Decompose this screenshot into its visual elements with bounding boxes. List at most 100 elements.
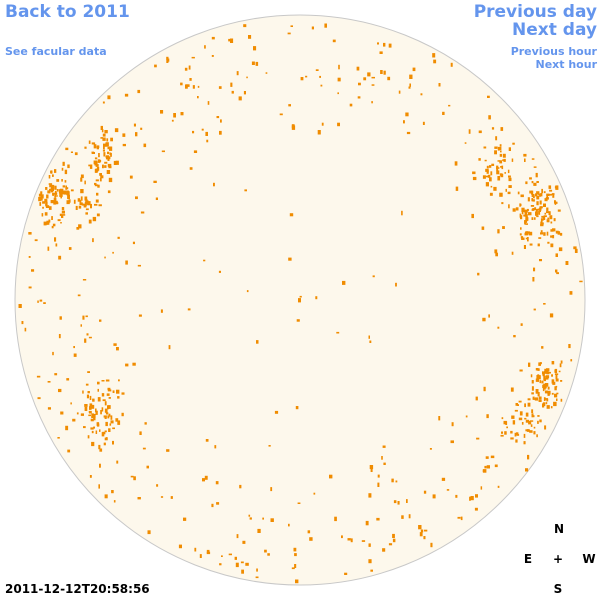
- previous-hour-link[interactable]: Previous hour: [510, 45, 597, 58]
- facula: [137, 497, 141, 500]
- facula: [60, 411, 64, 415]
- facula: [517, 191, 520, 195]
- facula: [50, 170, 53, 174]
- back-link[interactable]: Back to 2011: [5, 2, 130, 22]
- facula: [490, 171, 493, 176]
- facula: [213, 182, 215, 187]
- facula: [291, 567, 295, 570]
- facula: [133, 123, 136, 127]
- facula: [296, 319, 300, 322]
- facula: [112, 251, 114, 254]
- facula: [451, 422, 454, 427]
- facula: [497, 176, 501, 181]
- facula: [40, 198, 43, 201]
- facula: [527, 402, 531, 407]
- facula: [503, 420, 507, 425]
- facula: [482, 317, 486, 322]
- facula: [289, 213, 294, 217]
- facula: [78, 224, 82, 229]
- facula: [546, 211, 550, 214]
- facula: [472, 171, 476, 175]
- facula: [512, 420, 516, 425]
- facula: [147, 530, 151, 535]
- facula: [536, 195, 540, 200]
- facula: [121, 412, 124, 417]
- facula: [18, 304, 22, 308]
- facula: [520, 194, 524, 198]
- facula: [553, 218, 556, 222]
- facula: [525, 217, 529, 221]
- facula: [104, 494, 108, 499]
- facula: [520, 227, 522, 230]
- facula: [341, 535, 343, 539]
- facula: [102, 133, 106, 137]
- facula: [82, 315, 85, 320]
- facula: [494, 146, 498, 149]
- facula: [74, 152, 78, 156]
- facula: [510, 430, 513, 434]
- facula: [256, 568, 258, 572]
- facula: [28, 286, 32, 289]
- facula: [56, 189, 59, 192]
- next-hour-link[interactable]: Next hour: [535, 58, 598, 71]
- facula: [192, 130, 195, 134]
- facula: [93, 144, 97, 149]
- facula: [405, 112, 409, 117]
- facula: [336, 331, 340, 334]
- facula: [524, 158, 526, 162]
- facula: [504, 431, 507, 435]
- facula: [203, 259, 206, 262]
- facula: [242, 540, 246, 544]
- facula: [552, 194, 555, 198]
- facula: [536, 208, 538, 213]
- facula: [524, 220, 528, 223]
- facula: [52, 223, 56, 227]
- facula: [557, 231, 561, 235]
- facula: [372, 275, 375, 278]
- facula: [523, 441, 526, 445]
- next-day-link[interactable]: Next day: [512, 20, 597, 40]
- facula: [130, 475, 134, 478]
- facula: [523, 153, 527, 157]
- facula: [519, 369, 523, 372]
- facula: [89, 395, 92, 400]
- facula: [85, 315, 88, 318]
- facula: [549, 215, 553, 220]
- facula: [40, 191, 43, 195]
- facula: [540, 230, 543, 233]
- facula: [114, 128, 119, 133]
- facula: [532, 199, 535, 202]
- facula: [99, 463, 101, 468]
- facula: [248, 35, 252, 39]
- facula: [319, 75, 321, 78]
- facula: [91, 430, 94, 434]
- facula: [529, 190, 533, 194]
- facula: [72, 418, 76, 422]
- facula: [54, 194, 57, 198]
- facula: [539, 194, 541, 197]
- facula: [393, 500, 397, 504]
- facula: [108, 397, 111, 399]
- facula: [525, 223, 528, 225]
- facula: [419, 532, 423, 537]
- facula: [408, 514, 411, 519]
- facula: [510, 387, 514, 392]
- facula: [535, 389, 539, 393]
- facula: [53, 197, 57, 202]
- facula: [73, 199, 76, 204]
- facula: [538, 193, 541, 196]
- facula: [192, 85, 195, 89]
- facula: [135, 132, 138, 137]
- facula: [104, 161, 108, 164]
- facula: [117, 236, 120, 239]
- facular-link[interactable]: See facular data: [5, 45, 107, 58]
- facula: [219, 563, 222, 566]
- facula: [238, 96, 242, 101]
- facula: [135, 196, 138, 200]
- facula: [80, 324, 82, 327]
- facula: [544, 212, 547, 215]
- previous-day-link[interactable]: Previous day: [473, 2, 597, 22]
- facula: [262, 517, 264, 520]
- facula: [103, 143, 107, 147]
- facula: [105, 412, 109, 415]
